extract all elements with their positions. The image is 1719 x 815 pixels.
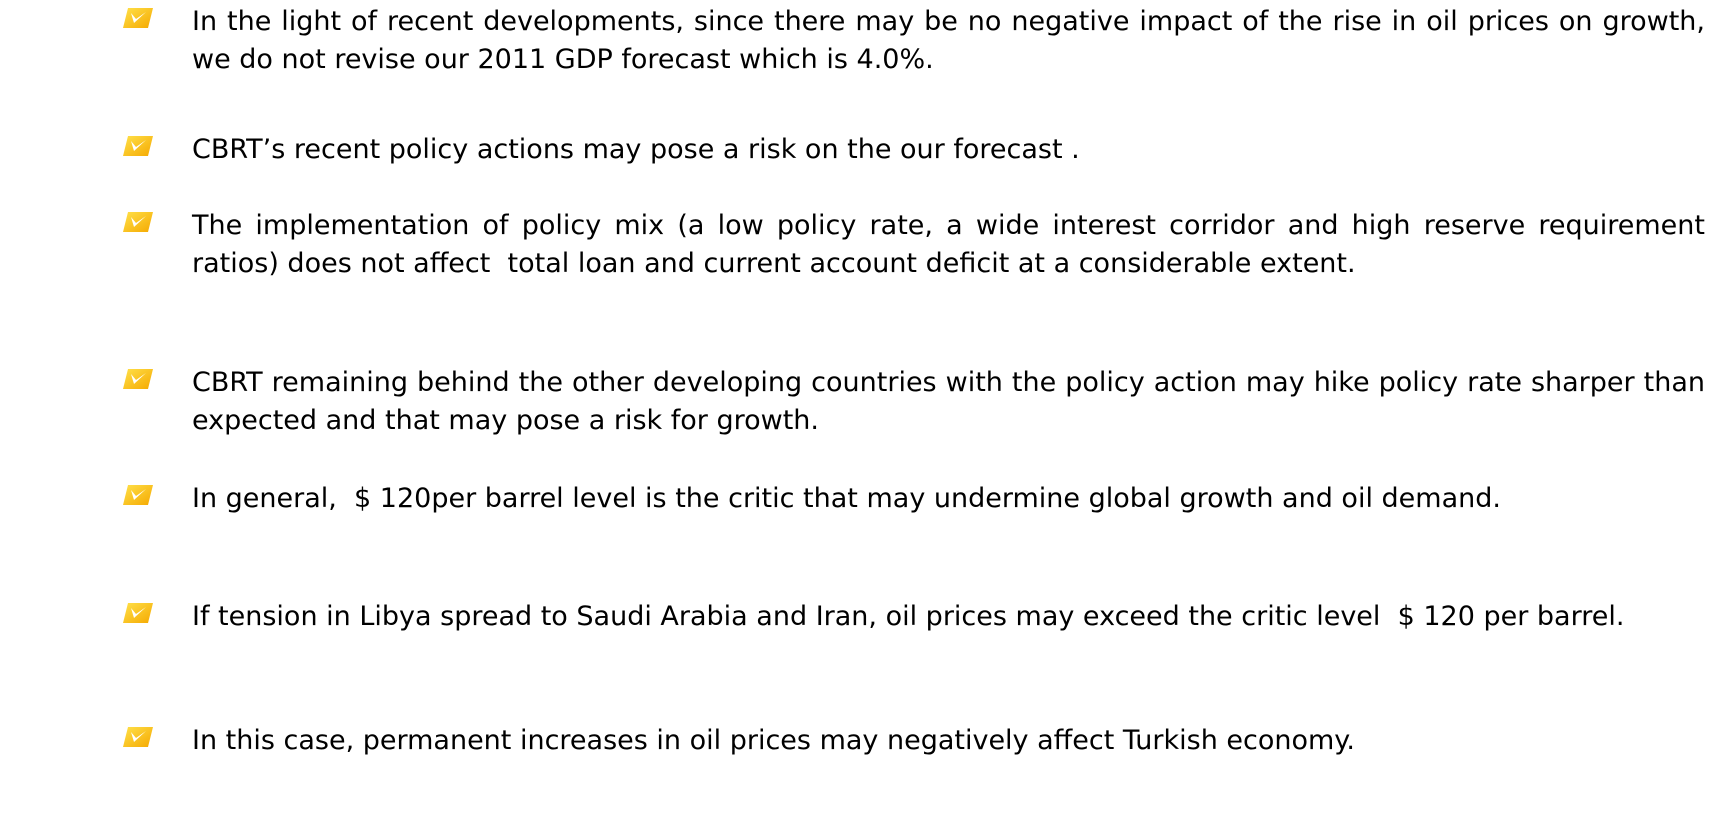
bullet-text: In the light of recent developments, sin… xyxy=(192,6,1714,75)
bullet-icon xyxy=(123,212,153,232)
bullet-icon xyxy=(123,485,153,505)
bullet-icon xyxy=(123,603,153,623)
bullet-text: In general, $ 120per barrel level is the… xyxy=(192,483,1501,514)
bullet-text: CBRT remaining behind the other developi… xyxy=(192,367,1714,436)
bullet-icon xyxy=(123,727,153,747)
bullet-text: The implementation of policy mix (a low … xyxy=(192,210,1714,279)
bullet-icon xyxy=(123,369,153,389)
bullet-icon xyxy=(123,136,153,156)
bullet-text: CBRT’s recent policy actions may pose a … xyxy=(192,134,1080,165)
bullet-icon xyxy=(123,8,153,28)
bullet-text: In this case, permanent increases in oil… xyxy=(192,725,1356,756)
bullet-text: If tension in Libya spread to Saudi Arab… xyxy=(192,601,1625,632)
